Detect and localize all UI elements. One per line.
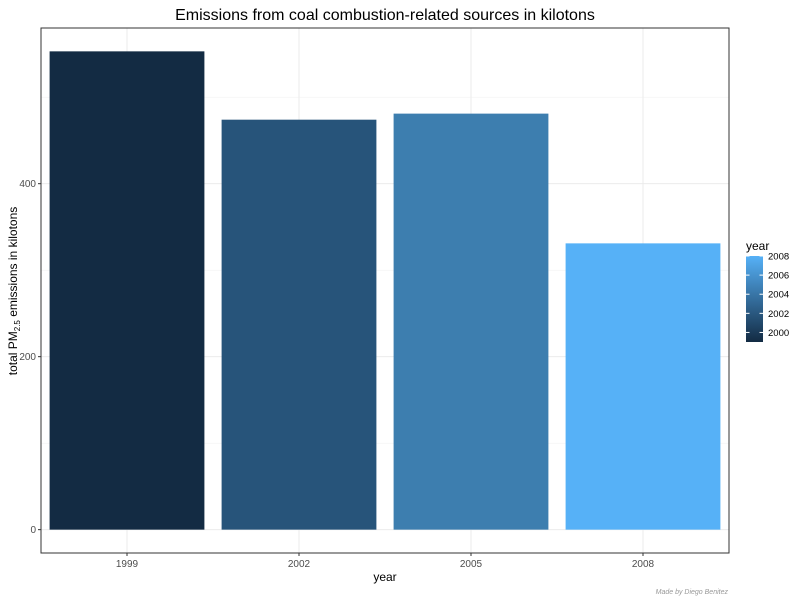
x-tick-label: 2008: [632, 559, 655, 570]
legend-label: 2006: [768, 271, 789, 282]
bar-2008: [565, 243, 721, 530]
x-axis-title: year: [373, 570, 396, 584]
bar-2005: [393, 113, 549, 530]
y-tick-label: 200: [19, 352, 36, 363]
y-axis-title: total PM2.5 emissions in kilotons: [6, 207, 22, 376]
panel-border: [40, 27, 730, 554]
y-axis-title-subscript: 2.5: [13, 320, 22, 332]
x-tick-label: 1999: [116, 559, 139, 570]
x-tick-label: 2005: [460, 559, 483, 570]
y-axis-title-suffix: emissions in kilotons: [6, 207, 20, 320]
legend-label: 2008: [768, 252, 789, 263]
legend-colorbar: [746, 256, 763, 342]
x-tick-label: 2002: [288, 559, 311, 570]
y-axis-title-prefix: total PM: [6, 331, 20, 375]
y-tick-label: 400: [19, 179, 36, 190]
legend-label: 2000: [768, 328, 789, 339]
bar-1999: [49, 51, 205, 530]
bar-2002: [221, 119, 377, 530]
x-axis: 1999 2002 2005 2008: [116, 553, 655, 570]
legend-label: 2004: [768, 290, 789, 301]
y-axis: 0 200 400: [19, 179, 41, 536]
bars: [49, 51, 721, 530]
legend-title: year: [746, 239, 769, 253]
caption: Made by Diego Benitez: [656, 589, 729, 596]
legend-ticks: 2000 2002 2004 2006 2008: [746, 252, 789, 339]
chart-title: Emissions from coal combustion-related s…: [175, 7, 595, 24]
y-tick-label: 0: [30, 525, 36, 536]
legend: year 2000 2002 2004 2006 2008: [746, 239, 789, 342]
legend-label: 2002: [768, 309, 789, 320]
